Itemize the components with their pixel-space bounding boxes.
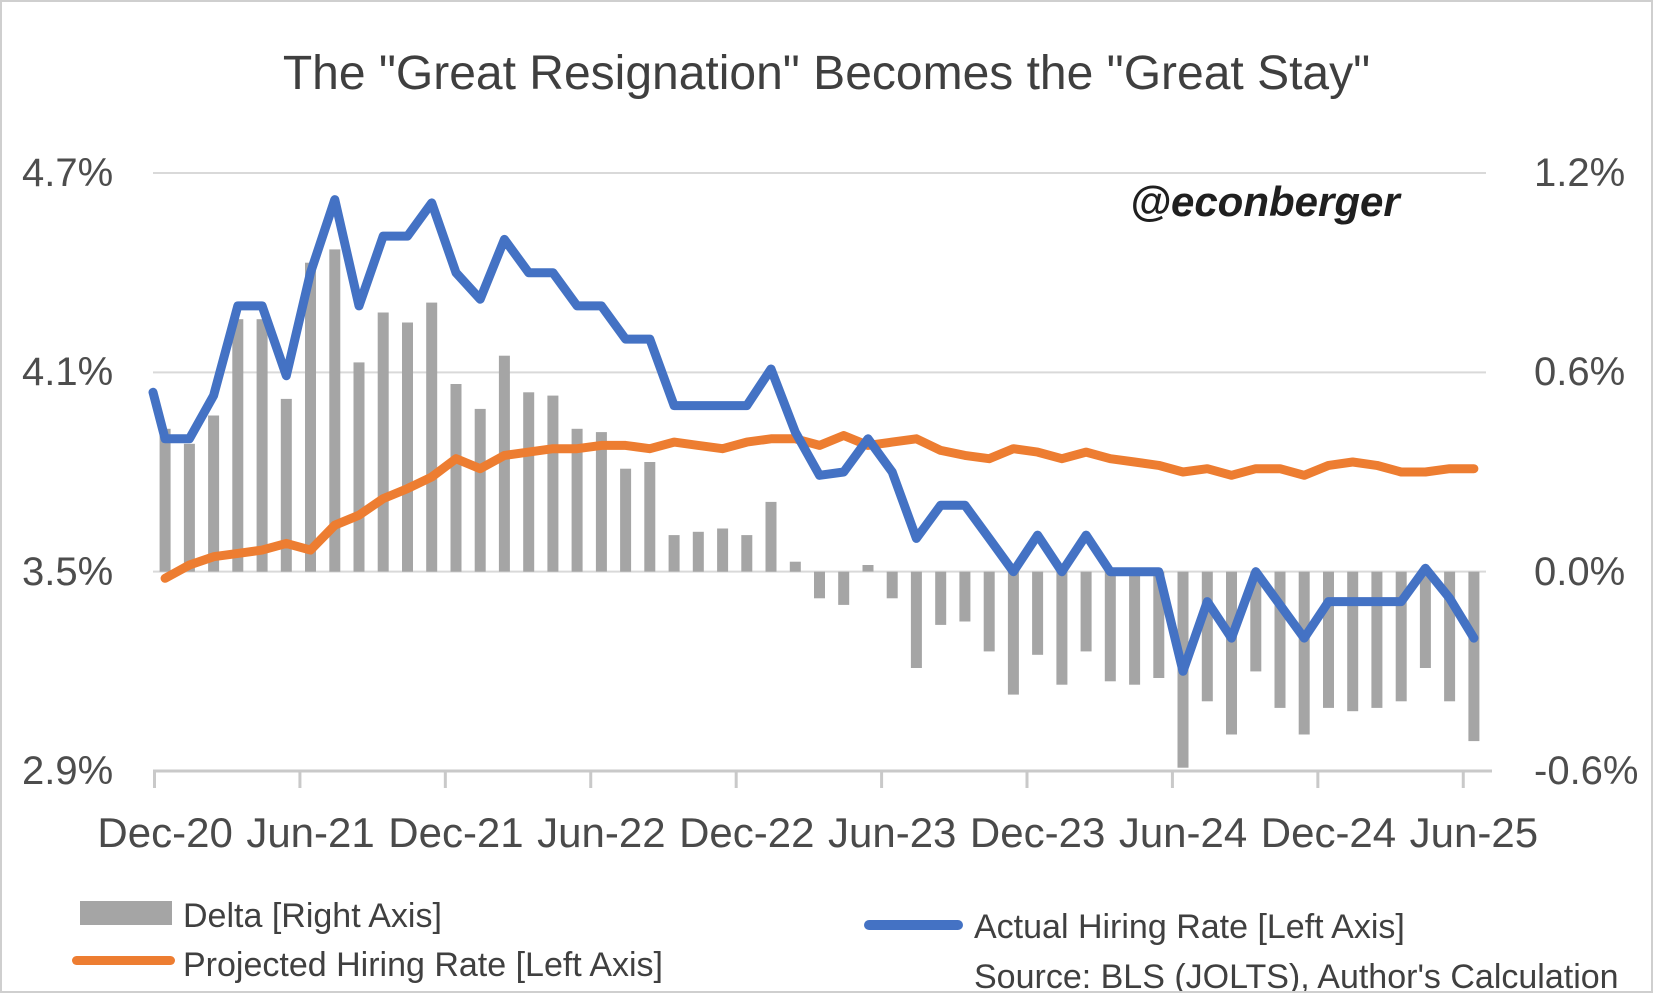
gridlines [153,172,1486,573]
y-axis-label-right: 0.0% [1534,549,1626,594]
delta-bar [668,535,680,572]
x-axis-label: Dec-21 [388,809,524,856]
source-note: Source: BLS (JOLTS), Author's Calculatio… [974,958,1619,993]
delta-bar [644,462,656,572]
x-axis-label: Jun-22 [537,809,666,856]
delta-bars [159,249,1480,768]
delta-bar [1274,571,1286,708]
delta-bar [426,302,438,572]
delta-bar [256,319,268,572]
delta-bar [1419,571,1431,668]
delta-bar [1323,571,1334,708]
delta-bar [814,571,825,599]
delta-bar [1444,571,1456,702]
x-axis-label: Jun-23 [827,809,957,856]
delta-bar [717,528,729,572]
delta-bar [1104,571,1116,682]
delta-swatch-icon [80,901,172,925]
x-axis-label: Dec-24 [1260,809,1397,856]
delta-bar [595,432,607,572]
y-axis-label-right: -0.6% [1534,749,1639,793]
delta-bar [571,428,583,572]
x-axis-label: Dec-22 [679,809,815,856]
delta-bar [1153,571,1165,678]
delta-bar [862,565,874,572]
delta-bar [741,535,753,572]
delta-bar [1395,571,1407,702]
delta-bar [886,571,898,599]
delta-bar [1468,571,1480,742]
delta-bar [789,561,801,572]
actual-swatch-icon [864,920,963,930]
y-axis-label-left: 2.9% [22,749,114,793]
delta-bar [1347,571,1359,712]
delta-bar [983,571,995,652]
delta-bar [159,428,171,572]
delta-bar [523,392,535,572]
delta-bar [910,571,922,668]
chart-title: The "Great Resignation" Becomes the "Gre… [282,47,1371,100]
delta-bar [498,355,510,572]
delta-bar [280,398,292,572]
delta-bar [959,571,971,622]
delta-bar [1056,571,1068,685]
y-axis-label-right: 1.2% [1534,151,1626,195]
delta-bar [450,384,462,572]
y-axis-label-left: 3.5% [22,549,114,594]
y-axis-label-right: 0.6% [1534,350,1626,395]
delta-bar [353,362,365,572]
delta-bar [1007,571,1019,695]
delta-bar [474,408,486,572]
delta-bar [183,443,195,572]
projected-swatch-icon [72,956,175,965]
delta-bar [305,262,316,572]
y-axis-label-left: 4.7% [22,151,114,195]
x-axis-line [153,769,1492,788]
delta-bar [1201,571,1213,702]
delta-bar [1032,571,1044,655]
delta-bar [402,322,413,572]
legend-delta-label: Delta [Right Axis] [183,897,442,935]
delta-bar [232,319,244,572]
delta-bar [1226,571,1237,735]
delta-bar [208,415,220,572]
x-axis-label: Jun-21 [246,809,375,856]
watermark: @econberger [1130,178,1400,225]
x-axis-label: Jun-24 [1118,809,1248,856]
y-axis-label-left: 4.1% [22,350,114,395]
delta-bar [1129,571,1141,685]
actual-line [148,195,1479,676]
delta-bar [547,395,559,572]
delta-bar [329,249,341,572]
legend-actual-label: Actual Hiring Rate [Left Axis] [974,908,1405,946]
delta-bar [1080,571,1092,652]
x-axis-label: Jun-25 [1409,809,1539,856]
delta-bar [1371,571,1383,708]
delta-bar [838,571,850,605]
delta-bar [692,531,704,572]
x-axis-label: Dec-23 [969,809,1106,856]
delta-bar [1250,571,1262,672]
delta-bar [765,501,777,572]
delta-bar [935,571,947,625]
delta-bar [620,468,632,572]
x-axis-label: Dec-20 [97,809,233,856]
delta-bar [377,312,389,572]
projected-line [160,431,1479,583]
legend-projected-label: Projected Hiring Rate [Left Axis] [183,946,664,984]
delta-bar [1298,571,1310,735]
